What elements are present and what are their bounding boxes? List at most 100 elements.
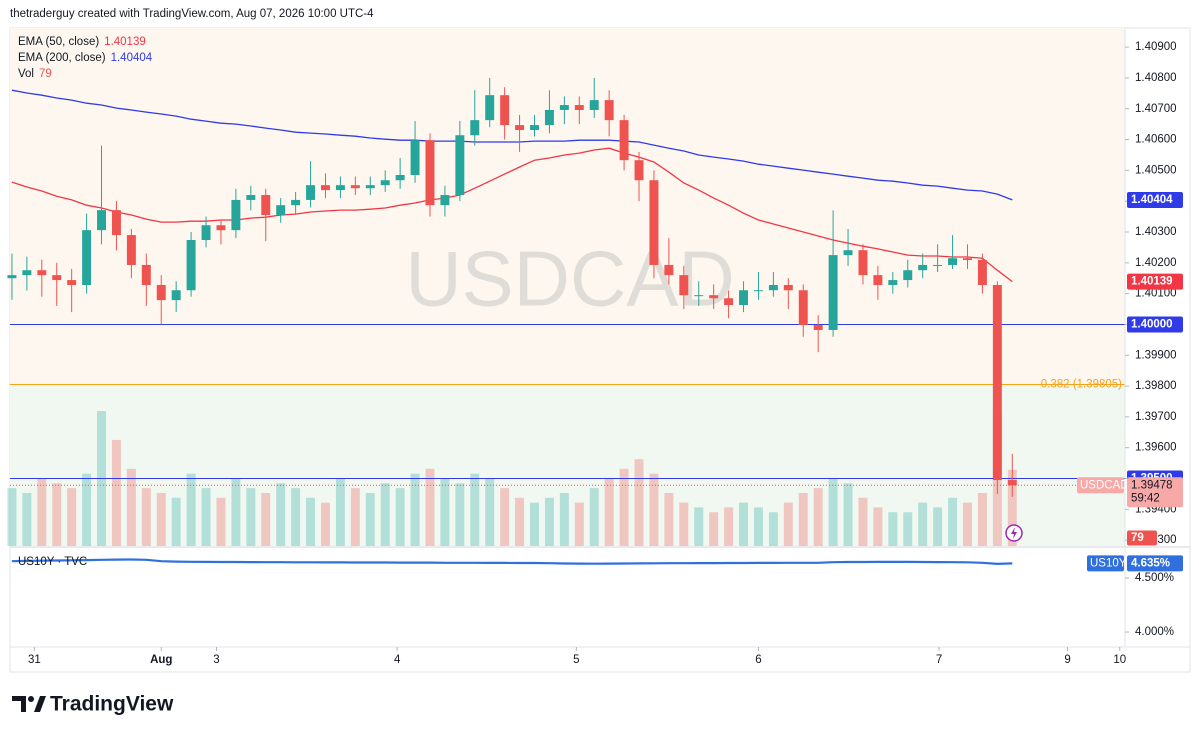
candle-body [783, 284, 793, 291]
y-tick-label: 1.40200 [1135, 257, 1177, 269]
symbol-badge: USDCAD [1080, 479, 1129, 491]
header: thetraderguy created with TradingView.co… [10, 8, 374, 20]
volume-bar [186, 473, 196, 546]
y-tick-label: 1.40700 [1135, 103, 1177, 115]
volume-bar [649, 473, 659, 546]
volume-bar [888, 512, 898, 546]
candle-body [126, 235, 136, 265]
volume-bar [216, 497, 226, 546]
ema50-line [11, 147, 1013, 283]
volume-bar [37, 478, 47, 546]
candle-body [365, 185, 375, 189]
volume-bar [963, 502, 972, 546]
candle-body [903, 270, 913, 281]
volume-bar [843, 483, 853, 546]
candle-body [574, 105, 584, 110]
volume-bar [171, 497, 181, 546]
us10y-badge-bg [1127, 555, 1183, 572]
candle-body [395, 174, 405, 181]
us10y-sym: US10Y [1090, 557, 1127, 569]
volume-bar [320, 502, 330, 546]
volume-bar [694, 507, 704, 546]
legend-name: Vol [18, 68, 34, 80]
candle-body [246, 195, 256, 200]
candle-body [82, 230, 92, 285]
zone-upper [10, 28, 1125, 385]
price-badge-bg [1127, 477, 1183, 508]
candle-body [739, 290, 749, 306]
candle-body [619, 120, 629, 161]
candle-body [589, 100, 599, 110]
candle-body [768, 284, 778, 291]
volume-bar [530, 502, 539, 546]
volume-bar [485, 478, 495, 546]
candle-body [649, 180, 659, 265]
volume-bar [291, 488, 301, 546]
x-tick-label: 6 [755, 654, 761, 666]
level-badge: 1.40000 [1131, 318, 1173, 330]
volume-bar [231, 478, 241, 546]
candle-body [425, 140, 435, 206]
candle-body [664, 264, 674, 276]
volume-bar [589, 488, 599, 546]
volume-bar [67, 488, 77, 546]
candle-body [485, 95, 495, 121]
y-tick-label: 1.40900 [1135, 41, 1177, 53]
candle-body [559, 105, 569, 110]
volume-bar [52, 483, 62, 546]
candle-body [694, 295, 704, 297]
us10y-sym-bg [1087, 555, 1124, 572]
plot: 0.382 (1.39805) [7, 77, 1125, 546]
volume-bar [111, 439, 121, 546]
candle-body [276, 205, 286, 216]
volume-bar [828, 478, 838, 546]
us10y-badge: 4.635% [1131, 557, 1170, 569]
candle-body [380, 180, 390, 186]
candle-body [709, 295, 719, 299]
candle-body [37, 270, 47, 276]
x-tick-label: 4 [394, 654, 401, 666]
y2-tick-label: 4.500% [1135, 572, 1174, 584]
symbol-badge-bg [1077, 477, 1124, 494]
candle-body [843, 250, 853, 256]
candle-body [201, 225, 211, 241]
x-tick-label: 31 [28, 654, 41, 666]
volume-bar [753, 507, 763, 546]
volume-bar [246, 488, 256, 546]
legend-name: EMA (50, close) [18, 36, 99, 48]
candle-body [291, 199, 301, 206]
y-tick-label: 1.39800 [1135, 380, 1177, 392]
volume-badge: 79 [1131, 532, 1144, 544]
candle-body [724, 298, 734, 306]
price-badge: 1.39478 [1131, 479, 1173, 491]
volume-bar [544, 497, 554, 546]
candle-body [500, 95, 510, 126]
candle-body [7, 275, 17, 279]
candle-body [918, 264, 928, 271]
volume-bar [395, 488, 405, 546]
volume-bar [156, 492, 166, 546]
candle-body [455, 135, 465, 196]
volume-bar [918, 502, 928, 546]
candle-body [440, 195, 450, 206]
candle-body [306, 185, 316, 200]
candle-body [634, 160, 644, 181]
candle-body [231, 199, 241, 231]
candle-body [798, 290, 808, 326]
logo-shape [34, 696, 46, 712]
legend-value: 1.40139 [104, 36, 146, 48]
candle-body [320, 185, 330, 191]
volume-bar [739, 502, 749, 546]
volume-bar [559, 492, 569, 546]
zone-lower [10, 384, 1125, 546]
ema50-badge: 1.40139 [1131, 276, 1173, 288]
candle-body [156, 284, 166, 301]
volume-bar [261, 492, 271, 546]
volume-bar [664, 492, 674, 546]
y-tick-label: 1.40100 [1135, 288, 1177, 300]
volume-bar [22, 492, 32, 546]
volume-bar [798, 492, 808, 546]
event-bolt [1011, 527, 1017, 539]
brand-logo [12, 696, 46, 712]
y2-tick-label: 4.000% [1135, 626, 1174, 638]
